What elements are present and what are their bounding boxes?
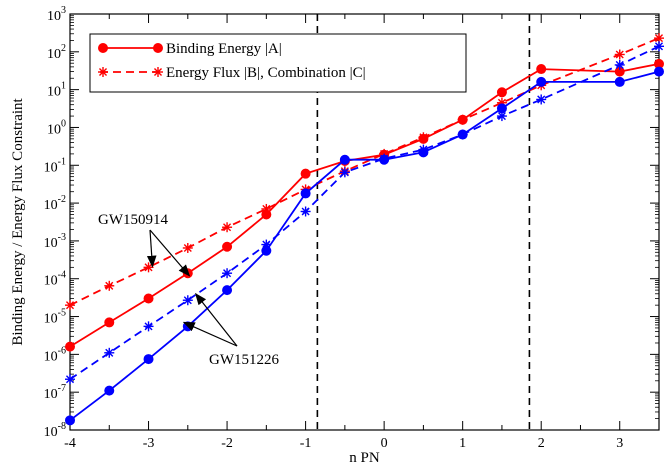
legend-label: Energy Flux |B|, Combination |C| xyxy=(166,65,366,81)
data-point xyxy=(536,64,547,75)
annotation-label: GW150914 xyxy=(98,212,168,228)
x-tick-label: 3 xyxy=(616,436,623,451)
data-point xyxy=(182,242,193,253)
data-point xyxy=(65,374,75,385)
data-point xyxy=(614,59,625,70)
data-point xyxy=(222,222,233,233)
data-point xyxy=(65,300,75,311)
data-point xyxy=(153,67,163,77)
x-tick-label: -2 xyxy=(221,436,233,451)
y-tick-label: 10-1 xyxy=(44,156,66,175)
x-axis-label: n PN xyxy=(349,450,380,466)
data-point xyxy=(98,67,108,77)
y-tick-label: 10-8 xyxy=(44,421,66,440)
data-point xyxy=(418,144,429,155)
data-point xyxy=(654,41,664,52)
plot-frame xyxy=(69,13,660,431)
series-line xyxy=(69,70,660,422)
data-point xyxy=(614,49,625,60)
series-layer xyxy=(65,33,664,426)
data-point xyxy=(143,354,154,365)
data-point xyxy=(654,33,664,44)
annotation-arrow xyxy=(149,229,191,277)
series-line xyxy=(69,63,660,348)
x-tick-label: -3 xyxy=(143,436,155,451)
data-point xyxy=(457,114,468,125)
data-point xyxy=(339,154,350,165)
data-point xyxy=(418,132,429,143)
data-point xyxy=(222,285,233,296)
data-point xyxy=(98,43,108,53)
series-gw151226_binding xyxy=(65,66,664,426)
y-tick-label: 10-3 xyxy=(44,232,66,251)
data-point xyxy=(496,111,507,122)
data-point xyxy=(379,153,390,164)
y-tick-label: 102 xyxy=(47,43,66,62)
data-point xyxy=(457,129,468,140)
x-tick-label: 2 xyxy=(538,436,545,451)
data-point xyxy=(104,280,115,291)
series-gw150914_binding xyxy=(65,58,664,352)
legend: Binding Energy |A| Energy Flux |B|, Combi… xyxy=(89,33,467,93)
data-point xyxy=(143,293,154,304)
y-axis-label: Binding Energy / Energy Flux Constraint xyxy=(10,97,26,345)
data-point xyxy=(300,188,311,199)
data-point xyxy=(536,94,547,105)
data-point xyxy=(261,239,272,250)
legend-box xyxy=(89,33,467,93)
y-tick-label: 101 xyxy=(47,81,66,100)
data-point xyxy=(339,167,350,178)
data-point xyxy=(261,203,272,214)
data-point xyxy=(222,268,233,279)
data-point xyxy=(654,66,664,77)
data-point xyxy=(300,168,311,179)
data-point xyxy=(104,347,115,358)
annotation-arrow xyxy=(146,229,157,268)
y-tick-label: 10-6 xyxy=(44,345,66,364)
annotation-arrow xyxy=(182,321,238,347)
annotation-label: GW151226 xyxy=(209,352,279,368)
data-point xyxy=(65,341,75,352)
data-point xyxy=(143,321,154,332)
annotation-arrow xyxy=(194,292,238,347)
y-tick-label: 10-4 xyxy=(44,270,66,289)
x-tick-label: 1 xyxy=(459,436,466,451)
data-point xyxy=(182,295,193,306)
data-point xyxy=(222,241,233,252)
x-tick-label: 0 xyxy=(381,436,388,451)
series-gw151226_flux xyxy=(65,41,664,385)
data-point xyxy=(104,317,115,328)
plot-area: -4 -3 -2 -1 0 1 2 3 10-8 10-7 10-6 10-5 10-4 10-3 10-2… xyxy=(44,5,660,451)
data-point xyxy=(104,385,115,396)
data-point xyxy=(496,87,507,98)
data-point xyxy=(536,76,547,87)
x-tick-label: -4 xyxy=(64,436,76,451)
y-tick-label: 103 xyxy=(47,5,66,24)
y-tick-label: 10-5 xyxy=(44,308,66,327)
data-point xyxy=(153,43,163,53)
y-tick-label: 10-2 xyxy=(44,194,66,213)
annotation-layer: GW150914 GW151226 xyxy=(98,212,279,368)
data-point xyxy=(614,76,625,87)
x-tick-label: -1 xyxy=(300,436,312,451)
y-tick-label: 10-7 xyxy=(44,383,66,402)
legend-label: Binding Energy |A| xyxy=(166,41,282,57)
y-tick-label: 100 xyxy=(47,118,66,137)
data-point xyxy=(300,206,311,217)
data-point xyxy=(65,415,75,426)
